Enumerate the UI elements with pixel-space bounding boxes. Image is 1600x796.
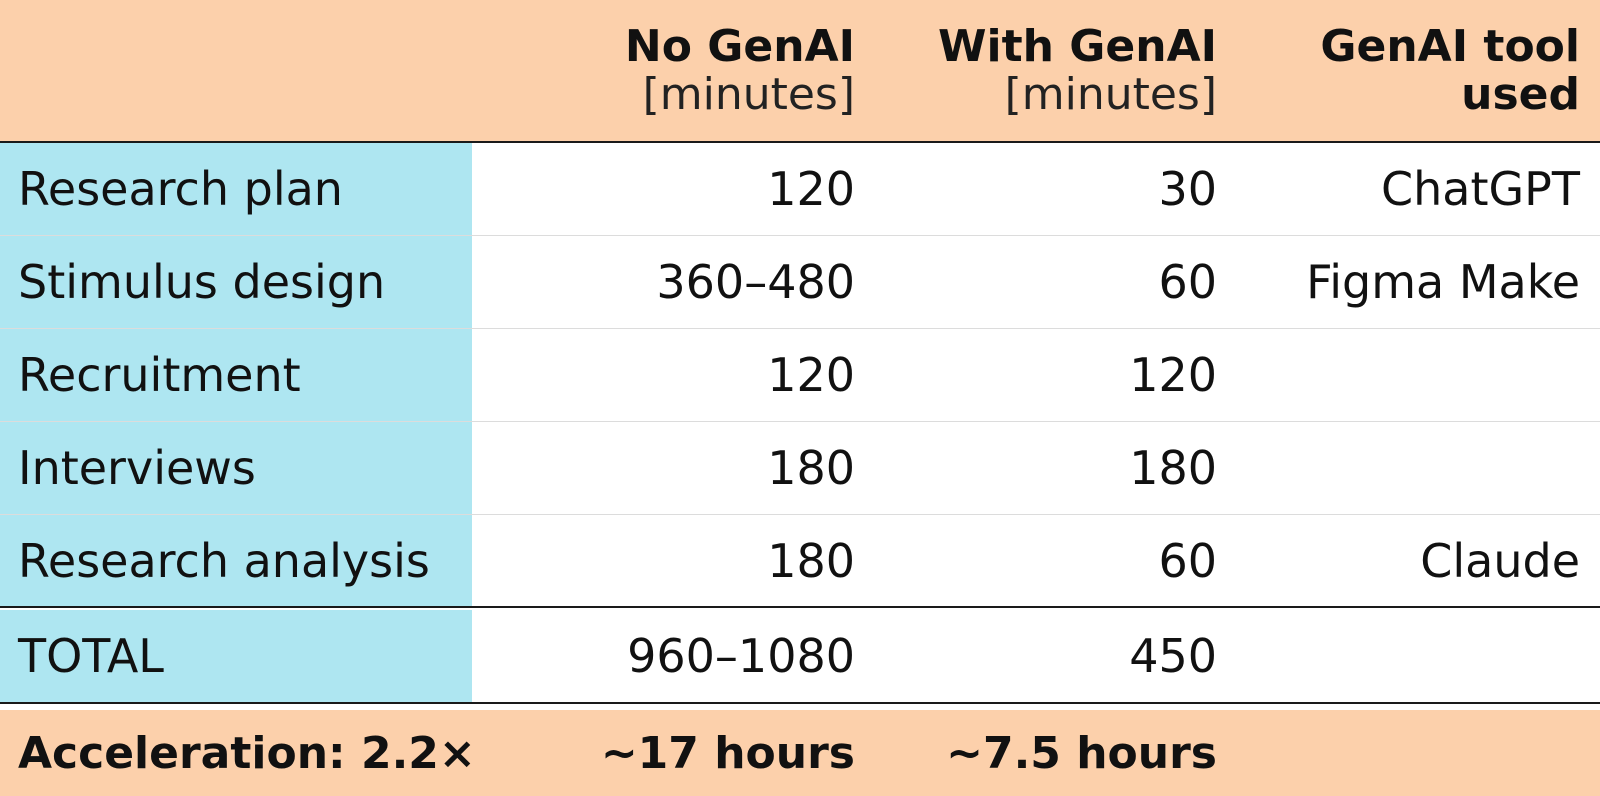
task-cell: Research plan	[0, 143, 472, 235]
table-row: Recruitment 120 120	[0, 329, 1600, 422]
no-genai-cell: 120	[767, 348, 855, 402]
no-genai-cell: 120	[767, 162, 855, 216]
with-genai-cell: 60	[1158, 255, 1217, 309]
with-genai-hours: ~7.5 hours	[946, 727, 1217, 779]
table-row: Interviews 180 180	[0, 422, 1600, 515]
header-tool-line1: GenAI tool	[1320, 20, 1580, 72]
tool-cell	[1219, 329, 1600, 421]
tool-cell: Claude	[1420, 533, 1580, 588]
no-genai-cell: 360–480	[656, 255, 855, 309]
header-with-genai-unit: [minutes]	[1004, 68, 1217, 120]
with-genai-cell: 180	[1129, 441, 1217, 495]
task-cell: Interviews	[0, 422, 472, 514]
no-genai-cell: 180	[767, 533, 855, 588]
header-with-genai-title: With GenAI	[938, 20, 1217, 72]
no-genai-cell: 180	[767, 441, 855, 495]
footer-tool	[1219, 710, 1600, 796]
total-label: TOTAL	[0, 610, 472, 702]
header-tool-used: GenAI tool used	[1219, 0, 1600, 141]
tool-cell: ChatGPT	[1381, 162, 1580, 216]
with-genai-cell: 60	[1158, 533, 1217, 588]
with-genai-cell: 30	[1158, 162, 1217, 216]
tool-cell: Figma Make	[1306, 255, 1580, 309]
total-with-genai: 450	[1129, 629, 1217, 683]
task-cell: Stimulus design	[0, 236, 472, 328]
header-with-genai: With GenAI [minutes]	[857, 0, 1219, 141]
task-cell: Recruitment	[0, 329, 472, 421]
header-no-genai-title: No GenAI	[624, 20, 855, 72]
acceleration-label: Acceleration: 2.2×	[18, 727, 476, 779]
total-row: TOTAL 960–1080 450	[0, 610, 1600, 704]
header-no-genai: No GenAI [minutes]	[472, 0, 857, 141]
table-row: Stimulus design 360–480 60 Figma Make	[0, 236, 1600, 329]
task-cell: Research analysis	[0, 515, 472, 606]
total-tool	[1219, 610, 1600, 702]
table-row: Research analysis 180 60 Claude	[0, 515, 1600, 608]
header-no-genai-unit: [minutes]	[642, 68, 855, 120]
acceleration-row: Acceleration: 2.2× ~17 hours ~7.5 hours	[0, 710, 1600, 796]
no-genai-hours: ~17 hours	[600, 727, 855, 779]
with-genai-cell: 120	[1129, 348, 1217, 402]
header-tool-line2: used	[1461, 68, 1580, 120]
table-row: Research plan 120 30 ChatGPT	[0, 143, 1600, 236]
table-header: No GenAI [minutes] With GenAI [minutes] …	[0, 0, 1600, 143]
tool-cell	[1219, 422, 1600, 514]
total-no-genai: 960–1080	[627, 629, 855, 683]
header-task-cell	[0, 0, 472, 141]
